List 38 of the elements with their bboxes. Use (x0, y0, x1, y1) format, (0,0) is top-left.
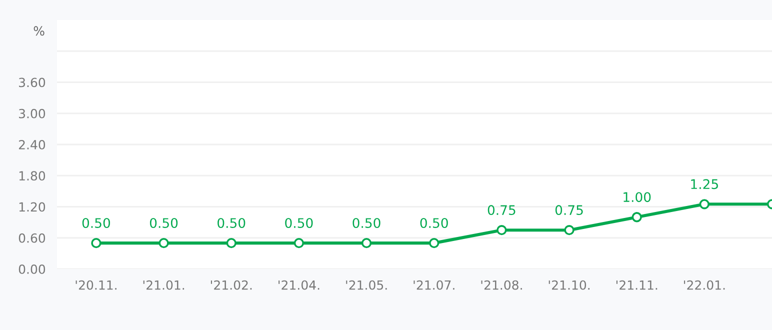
point (226, 238, 236, 248)
y-tick-label: 1.20 (19, 202, 46, 212)
x-tick-label: '21.11. (616, 280, 658, 290)
point (361, 238, 372, 248)
data-label: 1.25 (691, 179, 718, 190)
y-tick-label: 0.00 (18, 264, 46, 274)
y-tick-label: 3.60 (19, 78, 46, 88)
point (429, 238, 440, 248)
data-label: 0.75 (488, 205, 516, 216)
x-tick-label: '21.08. (481, 280, 522, 290)
data-label: 1.00 (624, 192, 651, 202)
point (496, 225, 507, 236)
x-tick-label: '21.04. (278, 280, 320, 290)
data-label: 0.50 (150, 218, 178, 228)
y-tick-label: 2.40 (18, 140, 46, 150)
point (91, 238, 102, 248)
x-tick-label: '22.01. (684, 280, 725, 290)
x-tick-label: '21.02. (210, 280, 252, 290)
point (158, 238, 169, 248)
data-label: 0.50 (82, 218, 110, 228)
x-tick-label: '20.11. (76, 280, 116, 290)
data-label: 0.50 (285, 218, 313, 228)
point (564, 225, 574, 236)
point (294, 238, 304, 248)
point (699, 199, 710, 210)
x-tick-label: '21.01. (143, 280, 184, 290)
y-tick-label: 0.60 (18, 233, 46, 243)
data-label: 0.75 (555, 205, 583, 216)
data-label: 0.50 (420, 218, 448, 228)
y-tick-label: 3.00 (19, 108, 46, 118)
x-tick-label: '21.07. (414, 280, 454, 290)
data-label: 0.50 (218, 218, 246, 228)
x-tick-label: '21.10. (548, 280, 590, 290)
x-tick-label: '21.05. (346, 280, 387, 290)
y-axis-title: % (34, 26, 44, 36)
data-label: 0.50 (352, 218, 380, 228)
point (632, 212, 642, 222)
y-tick-label: 1.80 (19, 171, 46, 181)
